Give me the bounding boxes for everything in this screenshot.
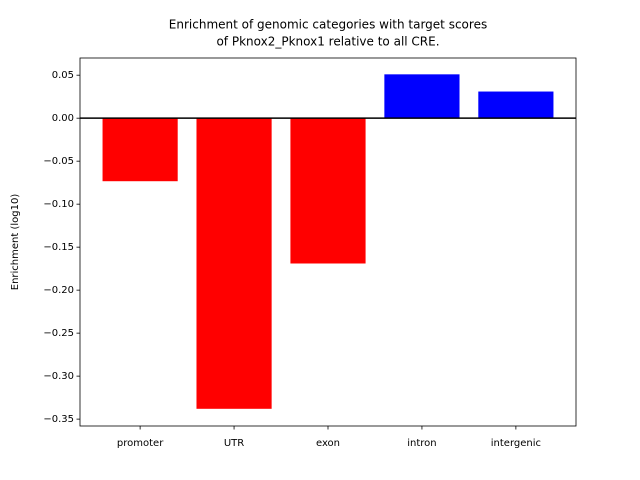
x-tick-label: UTR (224, 438, 244, 449)
y-tick-label: 0.00 (52, 113, 74, 124)
y-tick-label: 0.05 (52, 70, 74, 81)
x-tick-label: intron (407, 438, 436, 449)
y-tick-label: −0.30 (43, 371, 74, 382)
chart-title: Enrichment of genomic categories with ta… (169, 18, 487, 32)
chart-title: of Pknox2_Pknox1 relative to all CRE. (216, 35, 439, 49)
x-tick-label: promoter (117, 438, 164, 449)
y-tick-label: −0.35 (43, 414, 74, 425)
y-axis-label: Enrichment (log10) (10, 194, 21, 291)
bar (102, 118, 178, 182)
y-tick-label: −0.20 (43, 285, 74, 296)
bar (384, 74, 460, 119)
bar (290, 118, 366, 264)
y-tick-label: −0.05 (43, 156, 74, 167)
plot-frame (79, 57, 577, 427)
y-tick-label: −0.15 (43, 242, 74, 253)
bar (478, 91, 554, 119)
y-tick-label: −0.10 (43, 199, 74, 210)
x-tick-label: intergenic (491, 438, 541, 449)
y-tick-label: −0.25 (43, 328, 74, 339)
bar (196, 118, 272, 409)
x-tick-label: exon (316, 438, 340, 449)
